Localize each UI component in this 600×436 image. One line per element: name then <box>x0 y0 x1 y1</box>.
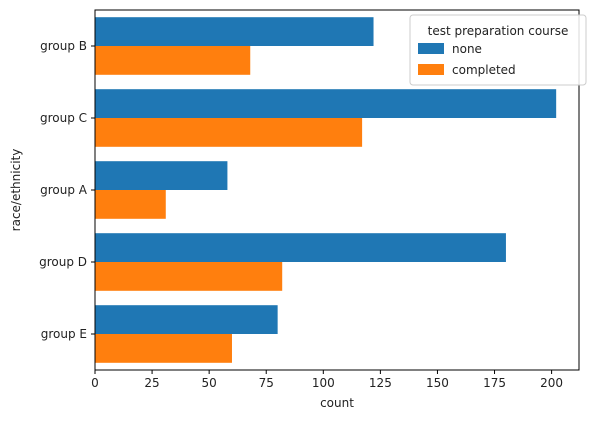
legend-label-completed: completed <box>452 63 516 77</box>
legend-swatch-none <box>418 43 444 54</box>
bar-completed-group-b <box>95 46 251 75</box>
x-tick-label-0: 0 <box>91 376 99 390</box>
legend-frame <box>409 14 587 86</box>
y-tick-label-group-e: group E <box>41 327 87 341</box>
bar-none-group-b <box>95 17 374 46</box>
y-tick-label-group-d: group D <box>39 255 87 269</box>
legend-title: test preparation course <box>428 24 569 38</box>
y-tick-label-group-a: group A <box>40 183 88 197</box>
x-tick-label-175: 175 <box>483 376 506 390</box>
bar-completed-group-c <box>95 118 363 147</box>
bar-completed-group-e <box>95 334 232 363</box>
legend-label-none: none <box>452 42 482 56</box>
x-tick-label-200: 200 <box>540 376 563 390</box>
bar-none-group-a <box>95 161 228 190</box>
axes-layer: 0 25 50 75 100 125 150 175 200 group B group C grou… <box>39 9 580 390</box>
y-tick-label-group-c: group C <box>40 111 87 125</box>
bar-none-group-e <box>95 305 278 334</box>
bar-none-group-d <box>95 233 506 262</box>
bars-layer <box>95 17 557 363</box>
y-tick-label-group-b: group B <box>40 39 87 53</box>
x-tick-label-75: 75 <box>259 376 274 390</box>
legend-swatch-completed <box>418 64 444 75</box>
bar-completed-group-d <box>95 262 283 291</box>
y-axis-label: race/ethnicity <box>9 149 23 232</box>
x-tick-label-50: 50 <box>202 376 217 390</box>
x-tick-label-25: 25 <box>144 376 159 390</box>
x-axis-label: count <box>320 396 354 410</box>
x-tick-label-125: 125 <box>369 376 392 390</box>
x-tick-label-100: 100 <box>312 376 335 390</box>
x-tick-label-150: 150 <box>426 376 449 390</box>
bar-completed-group-a <box>95 190 166 219</box>
bar-none-group-c <box>95 89 557 118</box>
legend: test preparation course none completed <box>409 14 587 86</box>
